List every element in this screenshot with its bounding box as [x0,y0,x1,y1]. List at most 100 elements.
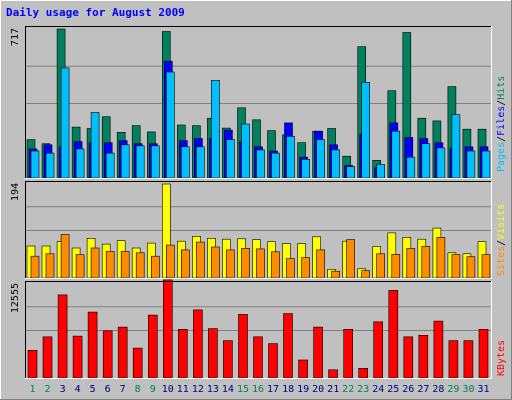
bar-pages-day-30 [466,150,476,179]
side-legend-panel2: Sites/Visits [496,204,507,276]
bar-sites-day-30 [466,256,476,279]
bar-kbytes-day-1 [27,349,38,379]
bar-pages-day-1 [30,150,40,179]
side-legend-panel3: KBytes [496,340,507,376]
bar-kbytes-day-18 [283,313,293,379]
bar-kbytes-day-2 [42,336,53,379]
bar-pages-day-18 [286,136,295,179]
bar-pages-day-27 [421,143,431,179]
bar-pages-day-12 [196,146,205,179]
bar-sites-day-4 [75,254,85,279]
bar-sites-day-25 [391,254,401,279]
bar-sites-day-11 [181,249,190,279]
bar-sites-day-2 [45,253,55,279]
legend-entry: / [496,136,507,142]
bar-sites-day-15 [241,248,250,279]
legend-entry: / [496,100,507,106]
x-tick-label: 17 [267,384,279,395]
bar-kbytes-day-22 [343,328,354,379]
bar-kbytes-day-9 [148,314,158,379]
bar-pages-day-11 [181,146,190,179]
x-tick-label: 12 [192,384,204,395]
bar-kbytes-day-28 [433,320,444,379]
bar-sites-day-29 [451,254,461,279]
bar-kbytes-day-19 [298,359,308,379]
x-tick-label: 14 [222,384,234,395]
bar-sites-day-21 [331,270,340,279]
bar-pages-day-29 [451,114,461,179]
bar-pages-day-26 [406,156,416,179]
bar-sites-day-17 [271,251,280,279]
bar-kbytes-day-14 [223,340,233,379]
bar-sites-day-18 [286,258,295,279]
x-tick-label: 28 [432,384,444,395]
bar-pages-day-21 [331,149,340,179]
bar-sites-day-22 [346,239,356,279]
x-tick-label: 13 [207,384,219,395]
panel-kbytes: 12555 [10,279,492,379]
bar-pages-day-17 [271,152,280,179]
bar-kbytes-day-15 [238,314,248,379]
bar-sites-day-24 [376,253,386,279]
bar-sites-day-20 [316,249,325,279]
x-tick-label: 11 [177,384,189,395]
x-tick-label: 7 [120,384,126,395]
bar-pages-day-2 [45,152,55,179]
bar-pages-day-24 [376,164,386,179]
bar-kbytes-day-13 [208,328,218,379]
x-tick-label: 27 [417,384,429,395]
x-tick-label: 8 [135,384,141,395]
x-tick-label: 9 [150,384,156,395]
bar-kbytes-day-5 [87,311,98,379]
x-tick-label: 3 [60,384,66,395]
bar-pages-day-5 [90,112,100,179]
y-max-label: 717 [10,28,21,46]
bar-pages-day-13 [211,80,220,179]
bar-pages-day-31 [481,150,491,179]
bar-pages-day-25 [391,130,401,179]
bar-pages-day-20 [316,139,325,179]
x-tick-label: 18 [282,384,294,395]
bar-pages-day-28 [436,147,446,179]
legend-entry: KBytes [496,340,507,376]
bar-pages-day-15 [241,123,250,179]
bar-sites-day-12 [196,241,205,279]
y-max-label: 194 [10,183,21,201]
chart-title: Daily usage for August 2009 [6,6,185,19]
legend-entry: Visits [496,204,507,240]
bar-kbytes-day-20 [313,326,323,379]
bar-sites-day-14 [226,249,235,279]
bar-pages-day-7 [120,144,130,179]
bar-sites-day-10 [166,244,175,279]
x-tick-label: 22 [342,384,354,395]
bar-sites-day-3 [60,234,70,279]
bar-sites-day-9 [151,255,160,279]
legend-entry: Files [496,106,507,136]
x-tick-label: 23 [357,384,369,395]
x-tick-label: 6 [105,384,111,395]
panel-hits-files-pages: 717 [10,26,492,179]
bar-sites-day-28 [436,237,446,279]
x-tick-label: 29 [447,384,459,395]
legend-entry: / [496,240,507,246]
bar-pages-day-22 [346,166,356,179]
bar-kbytes-day-4 [72,335,83,379]
bar-pages-day-8 [135,145,145,179]
bar-kbytes-day-16 [253,336,263,379]
bar-sites-day-31 [481,254,491,279]
x-tick-label: 30 [462,384,474,395]
bar-kbytes-day-3 [57,294,68,379]
bar-kbytes-day-30 [463,340,474,379]
bar-pages-day-6 [105,152,115,179]
x-tick-label: 1 [29,384,35,395]
x-tick-label: 5 [90,384,96,395]
bar-kbytes-day-31 [478,328,489,379]
bar-pages-day-16 [256,149,265,179]
x-tick-label: 21 [327,384,339,395]
bar-kbytes-day-23 [358,367,369,379]
bar-sites-day-7 [120,251,130,279]
bar-sites-day-26 [406,248,416,279]
bar-pages-day-14 [226,139,235,179]
x-tick-label: 19 [297,384,309,395]
